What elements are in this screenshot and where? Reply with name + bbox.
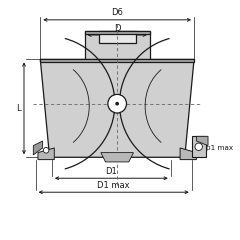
Circle shape xyxy=(43,148,49,153)
Polygon shape xyxy=(99,31,136,43)
Text: L: L xyxy=(16,104,20,113)
Polygon shape xyxy=(40,60,194,62)
Text: D6: D6 xyxy=(111,8,123,17)
Polygon shape xyxy=(40,60,194,157)
Circle shape xyxy=(195,143,202,150)
Text: Ap1 max: Ap1 max xyxy=(201,145,233,151)
Text: D: D xyxy=(114,24,120,33)
Circle shape xyxy=(108,94,126,113)
Polygon shape xyxy=(33,141,43,155)
Polygon shape xyxy=(180,148,196,160)
Text: D1 max: D1 max xyxy=(97,181,130,190)
Polygon shape xyxy=(84,31,150,60)
Polygon shape xyxy=(196,136,208,146)
Polygon shape xyxy=(192,136,206,157)
Polygon shape xyxy=(101,153,133,162)
Polygon shape xyxy=(84,31,150,34)
Text: D1: D1 xyxy=(105,167,117,176)
Circle shape xyxy=(115,102,119,106)
Polygon shape xyxy=(38,148,54,160)
